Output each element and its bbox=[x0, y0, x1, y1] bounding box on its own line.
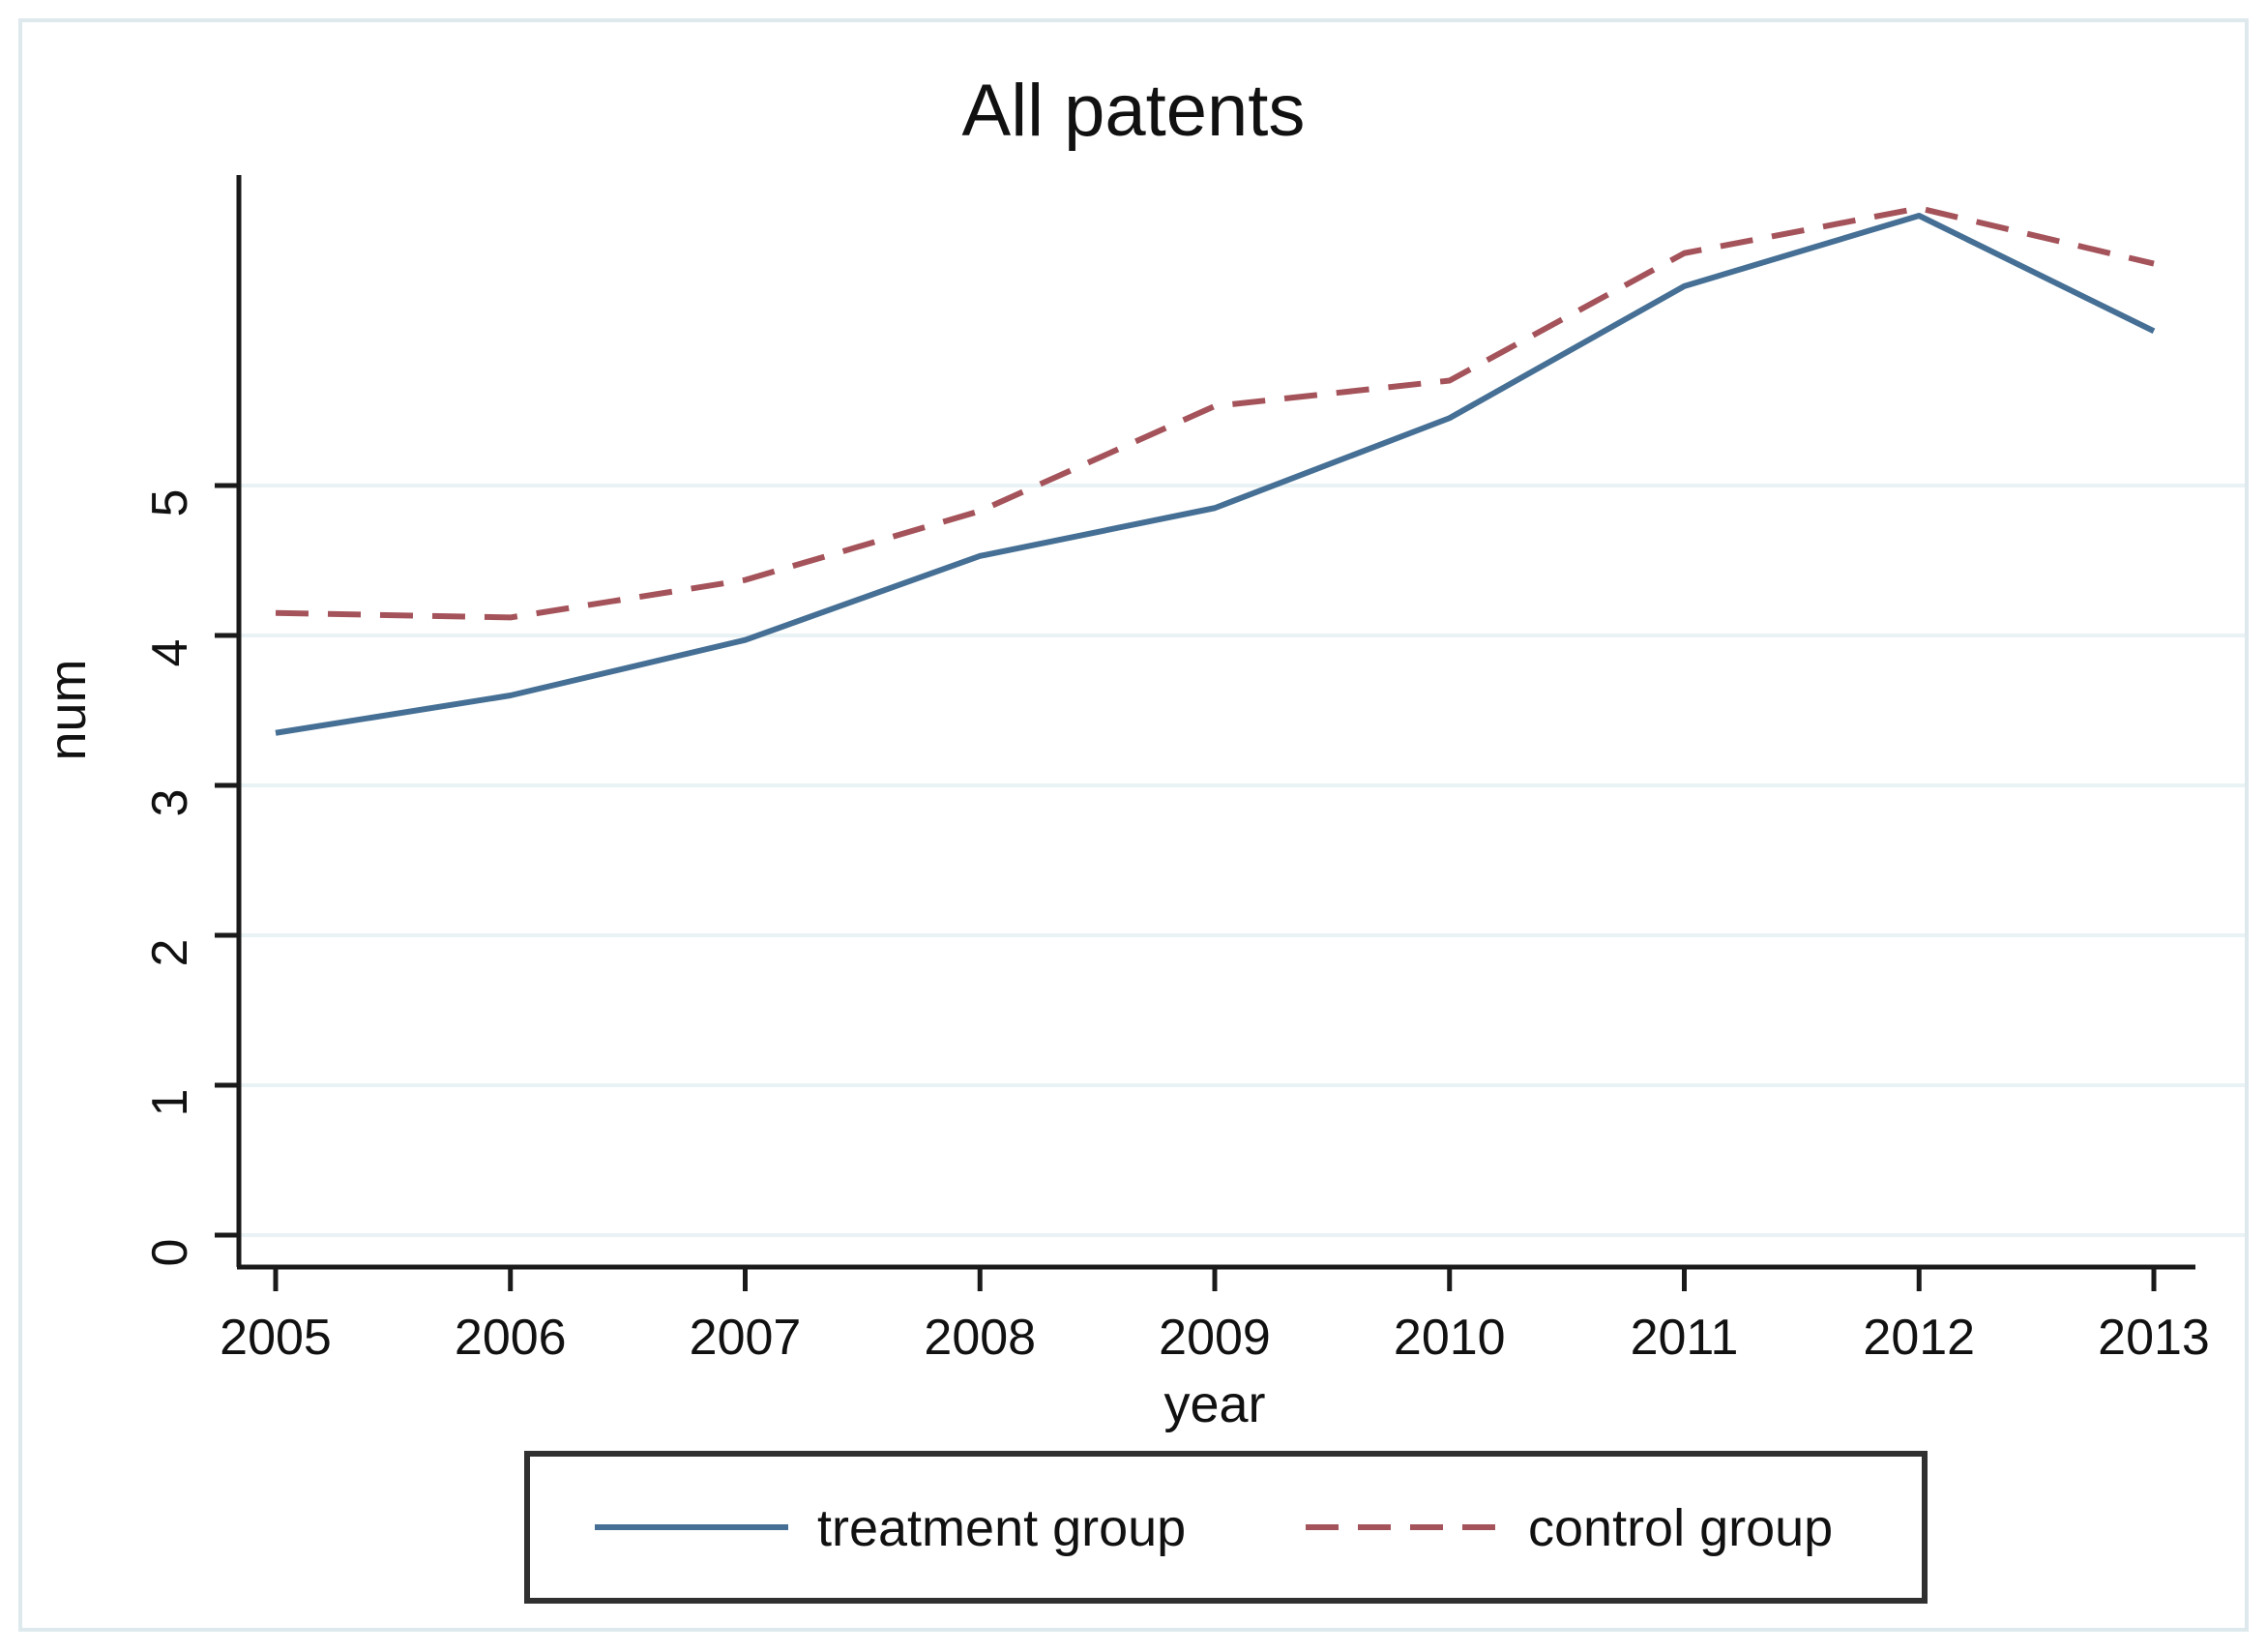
legend-treatment-label: treatment group bbox=[817, 1499, 1186, 1557]
y-tick-label: 3 bbox=[142, 789, 198, 817]
graph-frame bbox=[18, 18, 2249, 1632]
x-tick-label: 2012 bbox=[1863, 1310, 1975, 1366]
x-axis-label: year bbox=[1163, 1375, 1265, 1433]
x-tick-label: 2007 bbox=[690, 1310, 802, 1366]
y-tick-label: 2 bbox=[142, 939, 198, 967]
y-tick-label: 5 bbox=[142, 489, 198, 517]
legend: treatment group control group bbox=[524, 1451, 1928, 1604]
x-tick-label: 2009 bbox=[1159, 1310, 1271, 1366]
x-tick-label: 2008 bbox=[924, 1310, 1036, 1366]
y-axis-label: num bbox=[39, 659, 97, 760]
data-series bbox=[275, 205, 2156, 736]
x-ticks: 2005 2006 2007 2008 2009 2010 2011 2012 2013 bbox=[220, 1267, 2210, 1366]
y-tick-label: 1 bbox=[142, 1089, 198, 1117]
y-tick-label: 4 bbox=[142, 639, 198, 667]
legend-control-label: control group bbox=[1528, 1499, 1833, 1557]
y-ticks: 0 1 2 3 4 5 bbox=[142, 483, 239, 1267]
chart-title: All patents bbox=[962, 70, 1306, 152]
control-group-line bbox=[275, 205, 2155, 621]
x-tick-label: 2013 bbox=[2098, 1310, 2210, 1366]
x-tick-label: 2006 bbox=[455, 1310, 567, 1366]
x-tick-label: 2010 bbox=[1394, 1310, 1506, 1366]
gridlines bbox=[241, 484, 2245, 1237]
x-tick-label: 2005 bbox=[220, 1310, 332, 1366]
y-tick-label: 0 bbox=[142, 1239, 198, 1267]
x-tick-label: 2011 bbox=[1631, 1310, 1739, 1366]
treatment-group-line bbox=[275, 213, 2156, 736]
